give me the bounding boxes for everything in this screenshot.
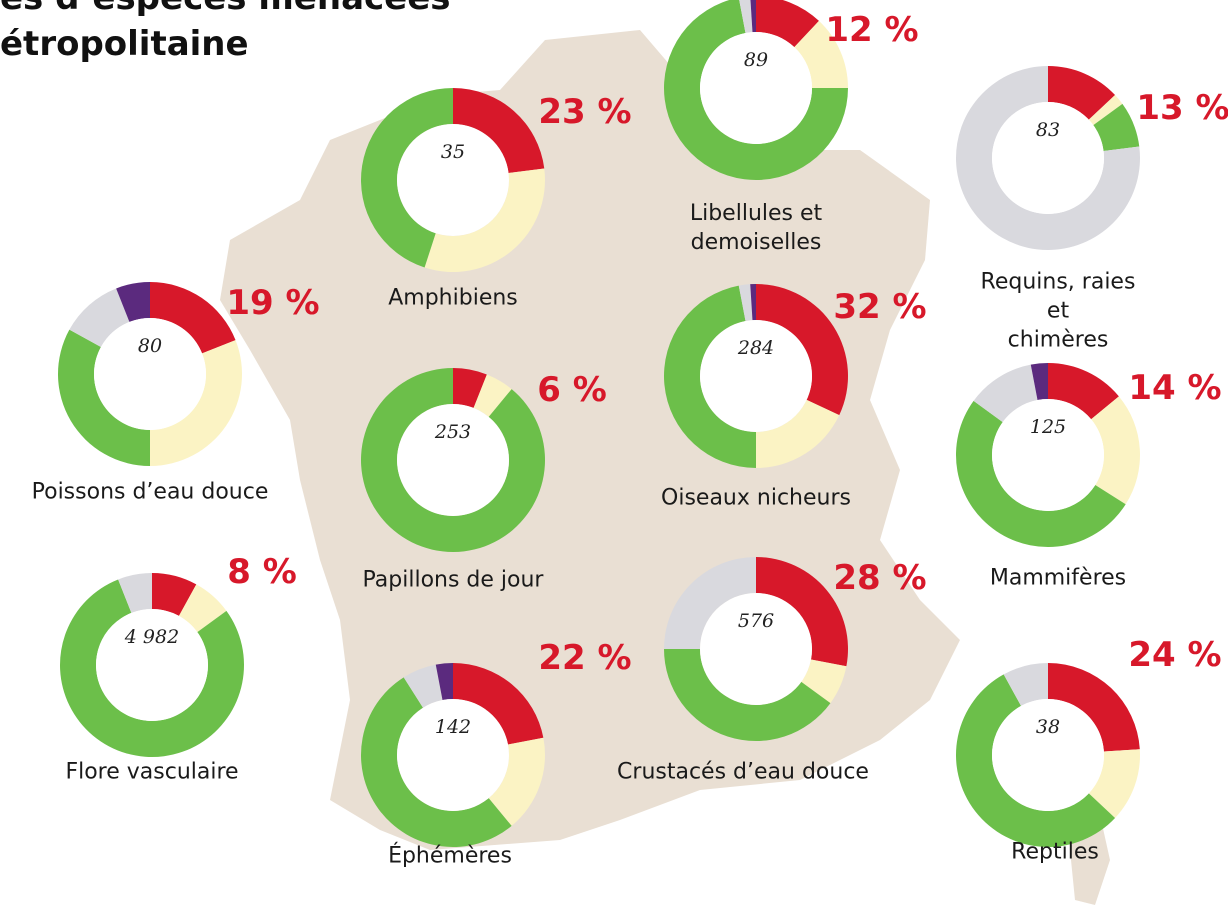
donut-title: Oiseaux nicheurs <box>661 485 851 511</box>
center-label: 253 <box>434 421 472 443</box>
center-label: 38 <box>1035 716 1061 738</box>
value-label: 14 % <box>1128 368 1222 408</box>
value-label: 12 % <box>825 10 919 50</box>
donut-segment <box>955 66 1140 250</box>
donut-title: Reptiles <box>1011 839 1099 865</box>
donut-segment <box>956 674 1116 847</box>
donut-segment <box>1048 66 1116 120</box>
donut-segment <box>57 329 150 467</box>
donut-hole <box>96 609 208 721</box>
donut-segment <box>801 659 847 704</box>
value-label: 32 % <box>833 287 927 327</box>
donut-segment <box>1088 95 1123 126</box>
title-line: étropolitaine <box>0 24 249 64</box>
donut-hole <box>700 320 812 432</box>
donut-segment <box>738 284 753 321</box>
donut-segment <box>403 664 443 708</box>
donut-hole <box>700 593 812 705</box>
value-label: 23 % <box>538 92 632 132</box>
value-label: 6 % <box>537 370 607 410</box>
center-label: 284 <box>737 337 775 359</box>
donut-hole <box>700 32 812 144</box>
donut-segment <box>361 88 453 268</box>
donut-segment <box>739 0 753 33</box>
donut-title: Libellules et demoiselles <box>689 201 823 255</box>
center-label: 89 <box>743 49 769 71</box>
donut-segment <box>152 573 197 616</box>
value-label: 8 % <box>227 552 297 592</box>
center-label: 125 <box>1029 416 1067 438</box>
donut-segment <box>488 737 545 826</box>
donut-segment <box>756 284 848 416</box>
donut-segment <box>360 677 512 848</box>
donut-segment <box>60 579 245 758</box>
donut-hole <box>397 699 509 811</box>
donut-segment <box>453 368 487 408</box>
donut-segment <box>664 285 756 468</box>
donut-segment <box>150 340 243 466</box>
donut-segment <box>453 663 544 745</box>
donut-segment <box>1048 363 1119 420</box>
donut-hole <box>94 318 206 430</box>
center-label: 576 <box>737 610 775 632</box>
donut-segment <box>178 584 227 633</box>
donut-segment <box>794 20 848 88</box>
donut-segment <box>664 649 831 742</box>
donut-segment <box>664 0 848 180</box>
center-label: 4 982 <box>124 626 180 648</box>
title-line: es d’espèces menacées <box>0 0 451 18</box>
donut-segment <box>750 284 756 321</box>
center-label: 142 <box>434 716 472 738</box>
value-label: 19 % <box>226 283 320 323</box>
center-label: 35 <box>440 141 466 163</box>
donut-segment <box>424 168 545 272</box>
value-label: 22 % <box>538 638 632 678</box>
donut-hole <box>397 124 509 236</box>
donut-segment <box>1091 396 1140 505</box>
donut-segment <box>973 364 1038 423</box>
donut-title: Amphibiens <box>388 285 518 311</box>
donut-hole <box>992 399 1104 511</box>
donut-hole <box>397 404 509 516</box>
donut-title: Requins, raies et chimères <box>980 269 1136 353</box>
donut-segment <box>756 557 848 667</box>
donut-hole <box>992 102 1104 214</box>
donut-segment <box>435 663 453 700</box>
center-label: 83 <box>1035 119 1061 141</box>
value-label: 13 % <box>1136 88 1228 128</box>
donut-title: Poissons d’eau douce <box>31 479 269 505</box>
donut-segment <box>1003 663 1048 706</box>
donut-title: Papillons de jour <box>362 567 544 593</box>
donut-segment <box>69 288 130 348</box>
donut-hole <box>992 699 1104 811</box>
donut-segment <box>756 0 819 48</box>
donut-title: Crustacés d’eau douce <box>617 759 869 785</box>
donut-segment <box>473 374 512 417</box>
donut-title: Flore vasculaire <box>65 759 239 785</box>
donut-segment <box>756 399 840 468</box>
donut-segment <box>750 0 756 33</box>
donut-title: Éphémères <box>388 843 512 869</box>
donut-segment <box>361 368 545 552</box>
center-label: 80 <box>137 335 163 357</box>
value-label: 24 % <box>1128 635 1222 675</box>
france-map <box>220 30 960 850</box>
donut-segment <box>116 282 150 322</box>
donut-segment <box>453 88 545 173</box>
donut-segment <box>664 557 756 649</box>
donut-segment <box>1088 749 1140 818</box>
value-label: 28 % <box>833 558 927 598</box>
donut-title: Mammifères <box>989 565 1127 591</box>
donut-segment <box>118 573 152 613</box>
donut-segment <box>1048 663 1140 752</box>
donut-segment <box>150 282 236 354</box>
donut-segment <box>1030 363 1048 400</box>
donut-segment <box>955 400 1126 548</box>
donut-segment <box>1093 103 1140 151</box>
